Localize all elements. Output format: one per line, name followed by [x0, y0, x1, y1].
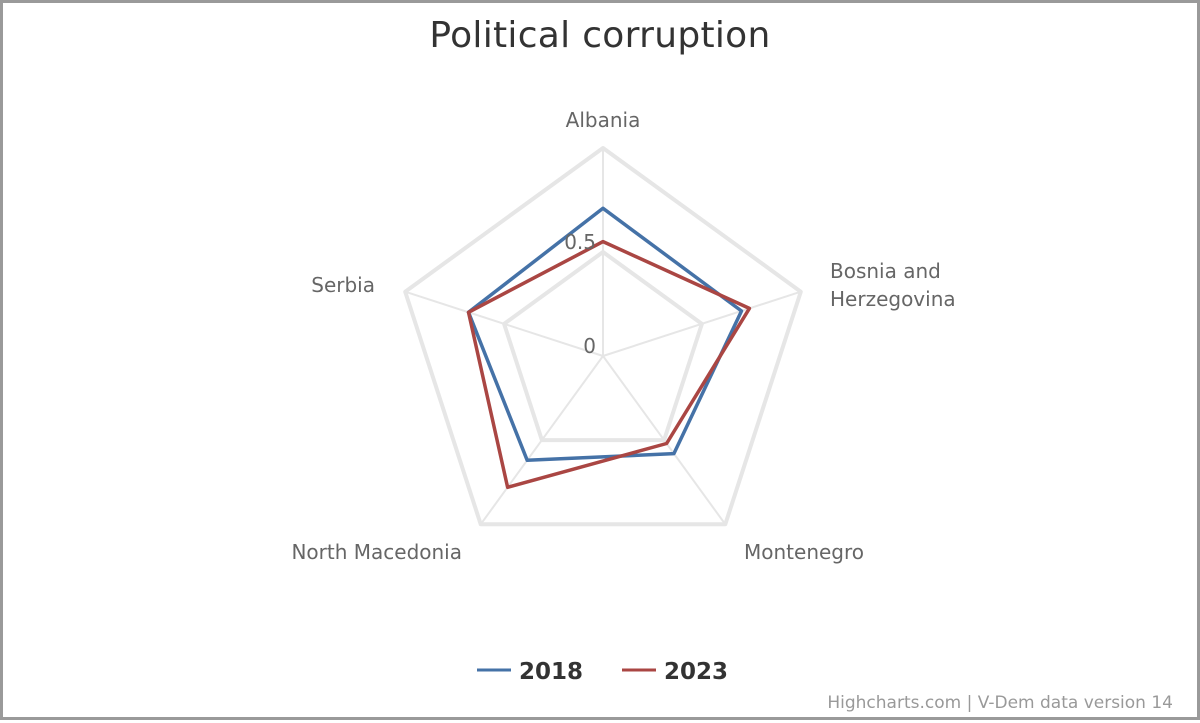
axis-tick-labels: 0 0.5: [564, 230, 596, 358]
grid-spoke-montenegro: [602, 355, 727, 525]
data-point-2018-albania[interactable]: [599, 204, 607, 212]
category-label-montenegro: Montenegro: [744, 540, 864, 564]
category-label-north-macedonia: North Macedonia: [291, 540, 462, 564]
data-point-2018-montenegro[interactable]: [670, 450, 678, 458]
data-point-2023-montenegro[interactable]: [663, 440, 671, 448]
chart-credits[interactable]: Highcharts.com | V-Dem data version 14: [827, 693, 1173, 713]
category-label-albania: Albania: [566, 108, 641, 132]
legend-item-2018[interactable]: 2018: [477, 659, 583, 685]
data-point-2023-north-macedonia[interactable]: [504, 483, 512, 491]
grid-spoke-serbia: [404, 290, 604, 357]
legend: 2018 2023: [477, 659, 728, 685]
legend-item-2023[interactable]: 2023: [622, 659, 728, 685]
radar-grid: [403, 146, 803, 527]
category-label-bosnia-and-herzegovina: Bosnia and Herzegovina: [830, 259, 956, 311]
data-point-2023-serbia[interactable]: [465, 308, 473, 316]
grid-spoke-north-macedonia: [479, 355, 604, 525]
series-line-2023[interactable]: [466, 239, 752, 490]
grid-ring-1: [403, 146, 803, 527]
category-labels: Albania Bosnia and Herzegovina Montenegr…: [291, 108, 955, 564]
data-point-2018-north-macedonia[interactable]: [523, 456, 531, 464]
legend-label-2018: 2018: [519, 659, 583, 685]
data-point-2023-albania[interactable]: [599, 238, 607, 246]
radar-series: [465, 204, 753, 491]
category-label-serbia: Serbia: [311, 273, 375, 297]
radar-chart: Albania Bosnia and Herzegovina Montenegr…: [291, 108, 955, 685]
legend-label-2023: 2023: [664, 659, 728, 685]
y-tick-label-0: 0: [583, 334, 596, 358]
grid-spoke-bosnia-and-herzegovina: [602, 290, 802, 357]
data-point-2023-bosnia-and-herzegovina[interactable]: [745, 304, 753, 312]
y-tick-label-0-5: 0.5: [564, 230, 596, 254]
grid-ring-0-5: [502, 250, 704, 443]
chart-title: Political corruption: [429, 15, 771, 56]
